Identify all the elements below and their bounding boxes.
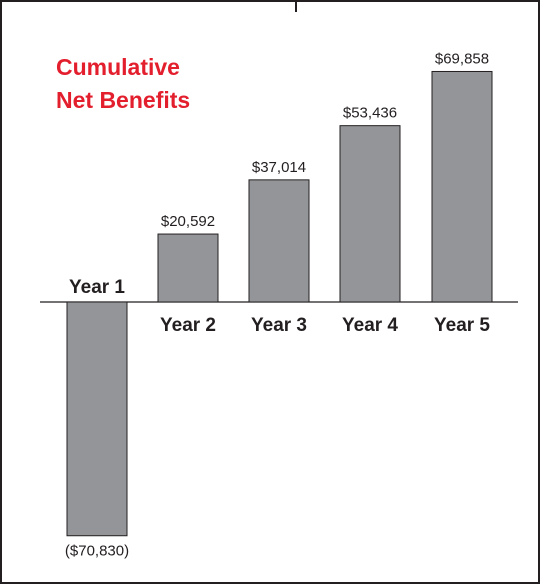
data-label-year-3: $37,014 xyxy=(252,159,306,176)
data-label-year-4: $53,436 xyxy=(343,105,397,122)
data-label-year-2: $20,592 xyxy=(161,213,215,230)
bar-year-1 xyxy=(66,301,128,537)
category-label-year-2: Year 2 xyxy=(160,315,216,336)
chart-title-line-1: Cumulative xyxy=(56,54,180,80)
category-label-year-1: Year 1 xyxy=(69,277,125,298)
bar-year-3 xyxy=(248,179,310,303)
bars-layer xyxy=(66,70,493,537)
bar-year-2 xyxy=(157,233,219,303)
chart-title-line-2: Net Benefits xyxy=(56,87,190,113)
data-label-year-1: ($70,830) xyxy=(65,543,129,560)
bar-year-5 xyxy=(431,70,493,303)
bar-year-4 xyxy=(339,125,401,303)
category-label-year-3: Year 3 xyxy=(251,315,307,336)
labels-layer: ($70,830) Year 1 $20,592 Year 2 $37,014 Year … xyxy=(65,50,491,559)
category-label-year-5: Year 5 xyxy=(434,315,490,336)
category-label-year-4: Year 4 xyxy=(342,315,398,336)
data-label-year-5: $69,858 xyxy=(435,50,489,67)
